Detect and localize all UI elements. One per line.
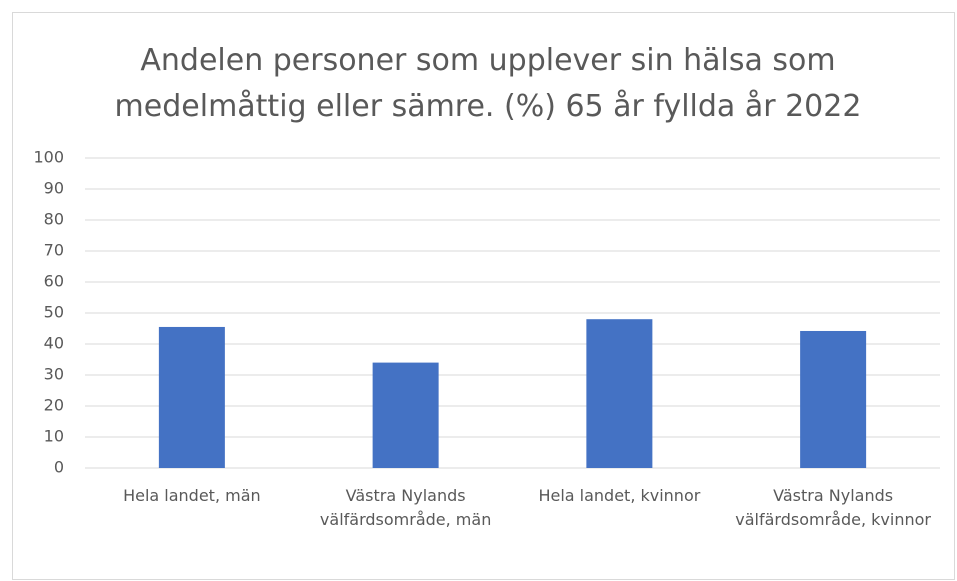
y-tick-label: 80 [44, 210, 64, 229]
bar [800, 330, 867, 468]
y-tick-label: 60 [44, 272, 64, 291]
bar [158, 326, 225, 468]
y-tick-label: 30 [44, 365, 64, 384]
bar [586, 319, 653, 468]
y-tick-label: 20 [44, 396, 64, 415]
bar [372, 362, 439, 468]
chart-title: Andelen personer som upplever sin hälsa … [114, 43, 862, 124]
x-tick-label: Västra Nylands välfärdsområde, män [319, 486, 492, 529]
x-tick-label: Västra Nylands välfärdsområde, kvinnor [735, 486, 931, 529]
y-tick-label: 0 [54, 458, 64, 477]
chart-border [12, 12, 955, 580]
y-tick-label: 40 [44, 334, 64, 353]
y-tick-label: 50 [44, 303, 64, 322]
y-tick-label: 70 [44, 241, 64, 260]
x-tick-label: Hela landet, män [123, 486, 261, 505]
x-tick-label: Hela landet, kvinnor [538, 486, 701, 505]
y-tick-label: 100 [33, 148, 64, 167]
y-tick-label: 10 [44, 427, 64, 446]
y-tick-label: 90 [44, 179, 64, 198]
